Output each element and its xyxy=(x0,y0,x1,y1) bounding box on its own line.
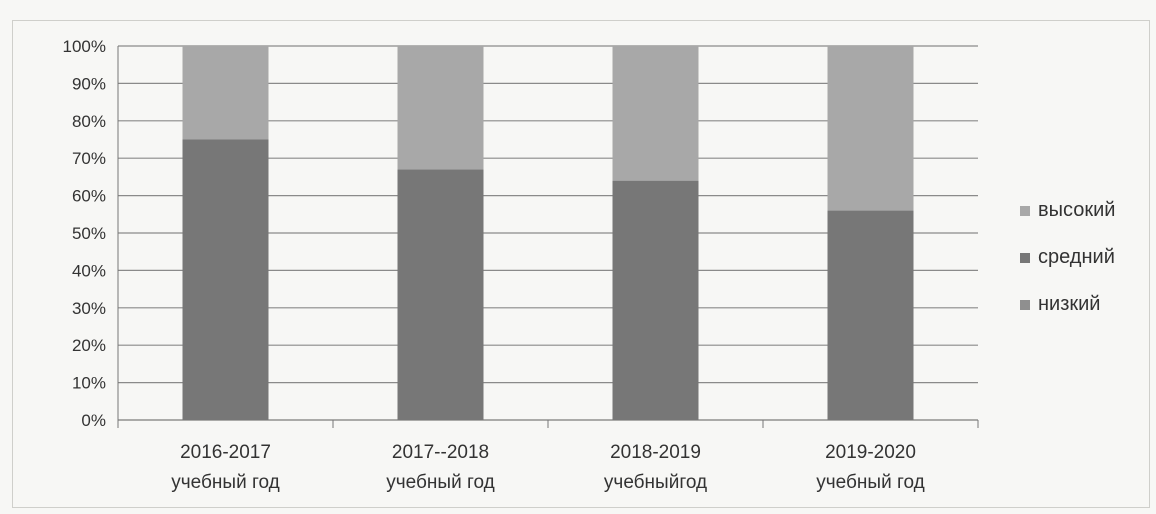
y-tick-label: 100% xyxy=(63,37,106,56)
x-category-label: 2016-2017 xyxy=(180,442,271,463)
legend-label: низкий xyxy=(1038,293,1100,315)
chart-border xyxy=(12,20,1150,508)
y-tick-label: 50% xyxy=(72,224,106,243)
y-tick-label: 80% xyxy=(72,112,106,131)
x-category-label: учебный год xyxy=(816,472,924,493)
y-tick-label: 20% xyxy=(72,336,106,355)
bar-segment-высокий xyxy=(182,46,269,140)
y-tick-label: 60% xyxy=(72,187,106,206)
y-tick-label: 40% xyxy=(72,261,106,280)
legend-swatch-средний xyxy=(1020,253,1030,263)
legend-label: высокий xyxy=(1038,199,1115,221)
bar-segment-средний xyxy=(182,139,269,420)
legend-swatch-высокий xyxy=(1020,206,1030,216)
bar-segment-средний xyxy=(612,180,699,420)
x-category-label: учебный год xyxy=(386,472,494,493)
bar-segment-средний xyxy=(397,169,484,420)
y-tick-label: 30% xyxy=(72,299,106,318)
y-tick-label: 10% xyxy=(72,374,106,393)
y-tick-label: 0% xyxy=(81,411,106,430)
bar-segment-высокий xyxy=(612,46,699,181)
x-category-label: 2019-2020 xyxy=(825,442,916,463)
x-category-label: учебный год xyxy=(171,472,279,493)
bar-segment-высокий xyxy=(397,46,484,170)
y-tick-label: 70% xyxy=(72,149,106,168)
x-category-label: 2018-2019 xyxy=(610,442,701,463)
legend-swatch-низкий xyxy=(1020,300,1030,310)
bar-segment-средний xyxy=(827,210,914,420)
x-category-label: 2017--2018 xyxy=(392,442,489,463)
legend-label: средний xyxy=(1038,246,1115,268)
bar-segment-высокий xyxy=(827,46,914,211)
x-category-label: учебныйгод xyxy=(604,472,707,493)
y-tick-label: 90% xyxy=(72,74,106,93)
